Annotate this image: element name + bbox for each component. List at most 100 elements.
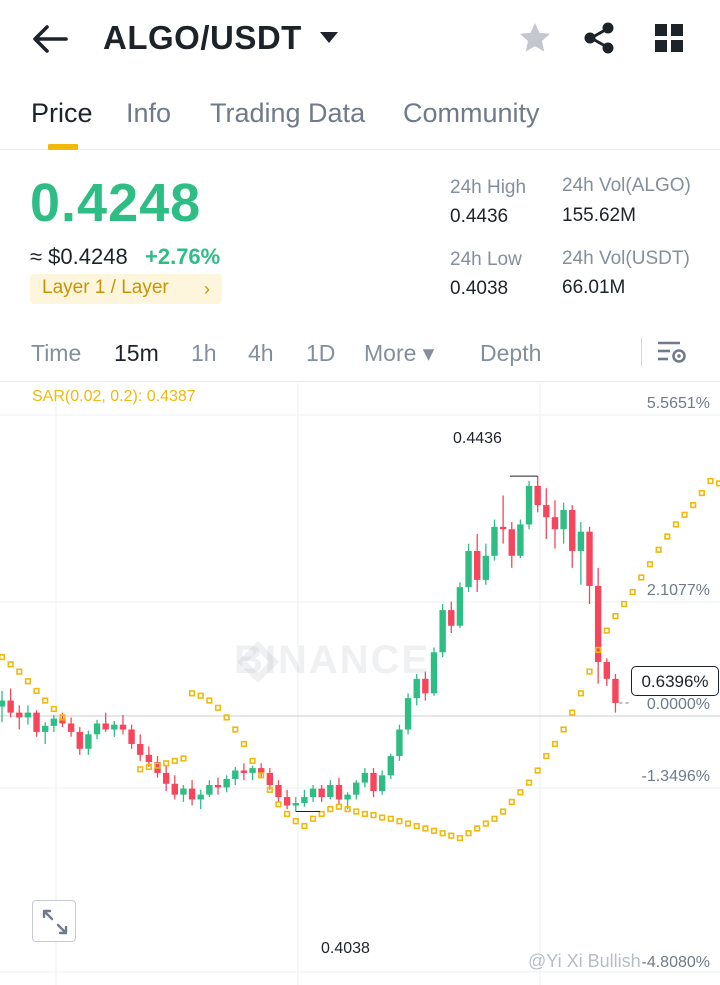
active-tab-indicator [48,144,78,150]
tf-depth[interactable]: Depth [480,340,542,366]
candle-body [249,768,256,773]
last-price: 0.4248 [30,173,202,233]
candle-body [491,526,498,556]
candle-body [232,770,239,779]
sar-dot [517,789,524,796]
high-label: 24h High [450,177,527,198]
sar-dot [543,752,550,760]
sar-dot [707,477,714,485]
candle-body [24,712,32,718]
candle-body [525,485,533,525]
sar-dot [59,714,66,721]
tf-1d[interactable]: 1D [306,340,336,366]
top-bar: ALGO/USDT [0,0,720,80]
candle-body [318,788,325,798]
sar-dot [646,561,654,568]
candle-body [0,700,6,707]
sar-dot [7,661,14,668]
sar-dot [145,763,152,770]
tab-price[interactable]: Price [31,98,93,128]
tf-time[interactable]: Time [31,340,82,366]
candle-body [111,724,118,730]
candle-body [577,531,585,551]
page-tabs: Price Info Trading Data Community [0,90,720,150]
candle-body [482,555,490,580]
candle-body [569,509,576,551]
candle-body [50,718,58,726]
chart-settings-icon[interactable] [656,338,688,366]
candle-body [534,485,541,506]
tf-more[interactable]: More ▾ [364,340,435,366]
candle-body [76,731,83,749]
sar-dot [292,818,299,825]
candle-body [258,768,265,773]
grid-icon[interactable] [654,23,684,53]
sar-dot [284,810,291,818]
candle-body [171,783,178,795]
axis-label-bottom: -4.8080% [641,954,711,971]
candle-body [85,734,92,749]
candle-body [612,678,619,703]
price-chart[interactable]: BINANCE SAR(0.02, 0.2): 0.4387 5.5651% 2… [0,383,720,985]
sar-dot [422,825,429,832]
category-tag[interactable]: Layer 1 / Layer › [30,274,222,304]
sar-dot [439,830,446,837]
expand-icon [42,909,68,935]
sar-dot [188,690,196,697]
vol-usdt-value: 66.01M [562,277,626,298]
candle-body [309,788,317,798]
low-value: 0.4038 [450,278,509,299]
candle-body [499,526,507,530]
sar-dot [560,726,567,733]
low-label: 24h Low [450,249,522,270]
tf-15m[interactable]: 15m [114,340,159,366]
star-icon[interactable] [518,21,552,55]
sar-dot [681,511,688,518]
candle-body [137,743,144,755]
sar-dot [197,692,204,699]
tf-1h[interactable]: 1h [191,340,217,366]
tab-community[interactable]: Community [403,98,540,128]
tab-trading-data[interactable]: Trading Data [210,98,366,128]
back-arrow-icon[interactable] [30,22,70,56]
candle-body [560,509,567,530]
sar-dot [171,757,178,764]
sar-dot [525,779,533,786]
candle-body [67,723,75,732]
sar-dot [249,757,256,764]
sar-dot [258,772,265,779]
sar-dot [603,627,610,634]
vol-algo-value: 155.62M [562,205,636,226]
sar-dot [716,480,720,487]
candlestick-chart [0,383,720,985]
high-value: 0.4436 [450,206,509,227]
candle-body [387,756,394,776]
fullscreen-button[interactable] [32,900,76,942]
candle-body [33,712,40,732]
sar-dot [404,820,412,827]
candle-body [128,729,135,744]
axis-label-zero: 0.0000% [646,696,710,713]
candle-body [439,610,446,653]
sar-indicator-label: SAR(0.02, 0.2): 0.4387 [32,388,196,405]
candle-body [145,754,153,763]
candle-body [378,775,386,792]
tab-info[interactable]: Info [126,98,172,128]
chevron-right-icon: › [204,279,210,299]
candle-body [206,784,213,795]
sar-dot [672,521,680,528]
share-icon[interactable] [582,21,616,55]
candle-body [214,784,222,788]
sar-dot [353,808,360,815]
pair-title[interactable]: ALGO/USDT [103,19,302,56]
sar-dot [569,709,576,716]
sar-dot [240,740,248,748]
watermark: BINANCE [234,638,431,682]
tf-4h[interactable]: 4h [248,340,274,366]
vol-algo-label: 24h Vol(ALGO) [562,175,691,196]
caret-down-icon[interactable] [318,30,340,46]
axis-label-2: 2.1077% [646,582,710,599]
sar-dot [690,502,697,509]
sar-dot [327,806,334,813]
sar-dot [448,832,455,839]
